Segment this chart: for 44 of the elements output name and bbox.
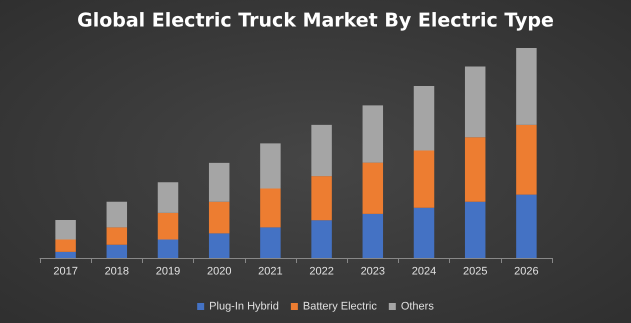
x-tick-label: 2023 [360, 266, 386, 278]
bar [158, 240, 178, 258]
x-tick-label: 2022 [309, 266, 334, 278]
bar [208, 202, 230, 234]
bar [464, 66, 486, 138]
chart-title: Global Electric Truck Market By Electric Type [77, 10, 554, 32]
bar [158, 182, 178, 213]
legend-label: Battery Electric [302, 300, 378, 312]
bar [106, 202, 128, 228]
legend-label: Others [400, 300, 434, 312]
bar [55, 252, 76, 258]
bar [158, 212, 178, 240]
bar [208, 233, 230, 258]
x-tick-label: 2021 [258, 266, 283, 278]
bar [362, 105, 384, 163]
bar [516, 194, 537, 258]
bar [260, 143, 281, 188]
x-tick-label: 2025 [462, 266, 488, 278]
bar [464, 137, 486, 202]
bar [106, 244, 128, 258]
bar [311, 124, 332, 176]
bar [414, 150, 434, 208]
x-tick-label: 2020 [206, 266, 232, 278]
bar [106, 227, 128, 245]
x-tick-label: 2018 [104, 266, 130, 278]
bar [362, 162, 384, 214]
x-tick-label: 2017 [53, 266, 78, 278]
bar [464, 202, 486, 258]
bar [55, 220, 76, 240]
bar [311, 176, 332, 220]
legend-label: Plug-In Hybrid [209, 300, 279, 312]
bar [208, 162, 230, 202]
bar [260, 188, 281, 228]
bar [55, 240, 76, 252]
x-tick-label: 2024 [412, 266, 436, 278]
bar [260, 227, 281, 258]
bar [414, 208, 434, 258]
bar [311, 220, 332, 258]
x-tick-label: 2026 [514, 266, 539, 278]
x-tick-label: 2019 [156, 266, 180, 278]
bar [516, 124, 537, 195]
bar [362, 214, 384, 258]
bar [516, 48, 537, 125]
bar [414, 86, 434, 150]
